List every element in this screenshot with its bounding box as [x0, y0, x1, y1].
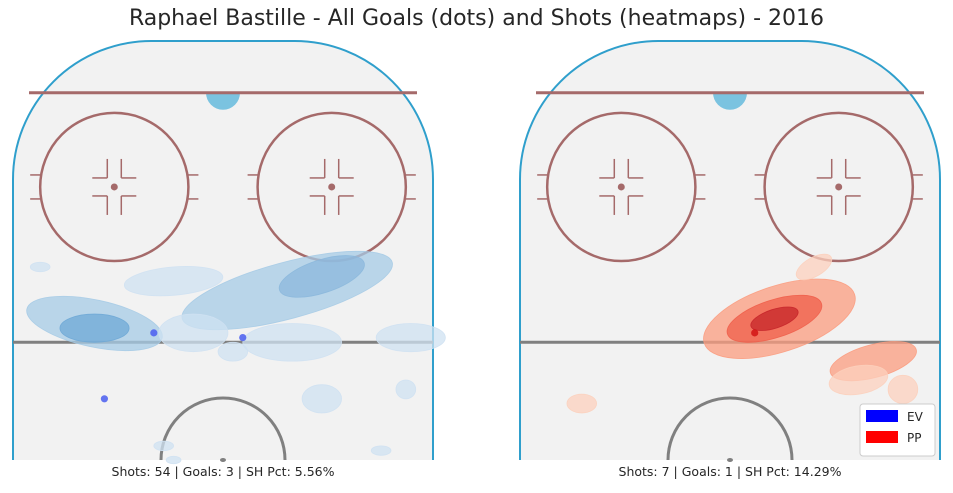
legend-swatch-pp	[866, 431, 898, 443]
rink-surface	[520, 41, 940, 460]
legend-label-pp: PP	[907, 431, 921, 445]
faceoff-circle-right	[754, 111, 923, 263]
chart-title: Raphael Bastille - All Goals (dots) and …	[128, 6, 825, 31]
center-circle	[666, 396, 794, 461]
legend-swatch-ev	[866, 410, 898, 422]
legend: EV PP	[859, 403, 936, 457]
shot-density-contour	[29, 261, 51, 273]
shot-density-contour	[750, 306, 799, 331]
shot-density-contour	[375, 323, 446, 353]
goal-dot	[239, 333, 247, 342]
shot-density-contour	[242, 323, 342, 362]
shot-density-contour	[158, 313, 229, 353]
shot-density-contour	[217, 341, 249, 362]
goal-crease	[713, 92, 747, 110]
shot-density-contour	[828, 364, 889, 396]
faceoff-dot	[617, 183, 625, 191]
shot-density-contour	[165, 455, 182, 465]
shot-density-contour	[153, 440, 174, 451]
goal-dot	[100, 395, 109, 403]
faceoff-circle-left	[30, 111, 199, 263]
center-dot	[727, 458, 733, 462]
pp-shot-heatmap	[566, 253, 919, 414]
shot-density-contour	[795, 253, 833, 281]
goal-dot	[751, 329, 759, 337]
shot-density-contour	[395, 379, 417, 400]
faceoff-circle-ring	[763, 111, 915, 263]
ev-shot-heatmap	[26, 250, 446, 465]
shot-density-contour	[887, 374, 919, 404]
shot-density-contour	[59, 313, 130, 343]
faceoff-dot	[328, 183, 336, 191]
ev-summary-caption: Shots: 54 | Goals: 3 | SH Pct: 5.56%	[111, 464, 335, 479]
pp-goal-dots	[751, 329, 759, 337]
shot-density-contour	[301, 384, 342, 414]
faceoff-circle-left	[537, 111, 706, 263]
center-dot	[220, 458, 226, 462]
shot-density-contour	[123, 265, 224, 297]
legend-label-ev: EV	[907, 410, 924, 424]
ev-goal-dots	[100, 329, 247, 403]
rink-boards	[519, 40, 941, 460]
goal-dot	[150, 329, 158, 337]
center-circle	[159, 396, 287, 461]
shot-density-contour	[370, 445, 392, 456]
goal-crease	[206, 92, 240, 110]
rink-boards	[12, 40, 434, 460]
pp-rink	[519, 40, 941, 462]
faceoff-circle-ring	[38, 111, 190, 263]
pp-summary-caption: Shots: 7 | Goals: 1 | SH Pct: 14.29%	[618, 464, 842, 479]
faceoff-circle-ring	[545, 111, 697, 263]
faceoff-dot	[835, 183, 843, 191]
shot-density-contour	[566, 393, 597, 414]
faceoff-dot	[110, 183, 118, 191]
